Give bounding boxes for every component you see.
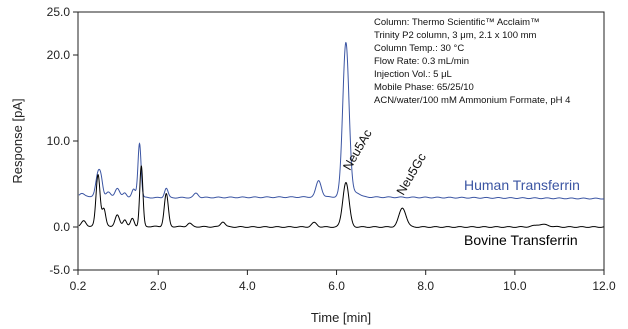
- x-tick-label: 0.2: [70, 279, 87, 293]
- series-line-human-transferrin: [78, 41, 605, 200]
- series-line-bovine-transferrin: [78, 164, 605, 228]
- conditions-box: Column: Thermo Scientific™ Acclaim™ Trin…: [374, 17, 570, 106]
- x-tick-label: 12.0: [592, 279, 616, 293]
- x-tick-label: 10.0: [503, 279, 527, 293]
- y-tick-label: 10.0: [47, 134, 71, 148]
- peak-annotation: Neu5Ac: [340, 127, 374, 173]
- y-tick-label: 25.0: [47, 5, 71, 19]
- x-tick-label: 2.0: [150, 279, 167, 293]
- x-axis: 0.2 2.0 4.0 6.0 8.0 10.0 12.0: [70, 270, 616, 293]
- y-axis-title: Response [pA]: [10, 98, 25, 183]
- series-label: Human Transferrin: [464, 177, 580, 193]
- peak-annotation: Neu5Gc: [394, 151, 429, 198]
- condition-line: Column Temp.: 30 °C: [374, 43, 464, 54]
- trace-labels: Human Transferrin Bovine Transferrin: [464, 177, 580, 248]
- x-axis-title: Time [min]: [311, 310, 371, 325]
- x-tick-label: 6.0: [328, 279, 345, 293]
- y-tick-label: -5.0: [49, 263, 70, 277]
- x-tick-label: 8.0: [417, 279, 434, 293]
- x-tick-label: 4.0: [239, 279, 256, 293]
- y-tick-label: 0.0: [53, 220, 70, 234]
- condition-line: Column: Thermo Scientific™ Acclaim™: [374, 17, 540, 28]
- condition-line: Injection Vol.: 5 μL: [374, 69, 452, 80]
- series-label: Bovine Transferrin: [464, 232, 578, 248]
- condition-line: Trinity P2 column, 3 μm, 2.1 x 100 mm: [374, 30, 537, 41]
- y-axis: -5.0 0.0 10.0 20.0 25.0: [47, 5, 78, 277]
- condition-line: Flow Rate: 0.3 mL/min: [374, 56, 469, 67]
- condition-line: ACN/water/100 mM Ammonium Formate, pH 4: [374, 95, 570, 106]
- y-tick-label: 20.0: [47, 48, 71, 62]
- traces: [78, 41, 605, 228]
- condition-line: Mobile Phase: 65/25/10: [374, 82, 474, 93]
